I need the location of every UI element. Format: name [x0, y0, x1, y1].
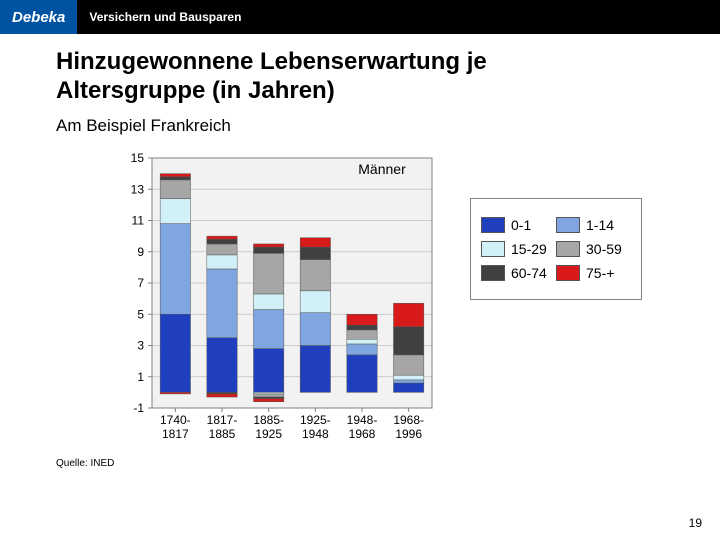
legend-label: 0-1 [511, 217, 556, 233]
legend-row: 0-1 1-14 [481, 217, 631, 233]
brand-tagline: Versichern und Bausparen [89, 10, 241, 24]
svg-text:9: 9 [137, 244, 144, 258]
svg-text:1948-: 1948- [347, 413, 378, 427]
svg-text:15: 15 [131, 151, 145, 165]
svg-text:-1: -1 [133, 401, 144, 415]
stacked-bar-chart: -1135791113151740-18171817-18851885-1925… [116, 148, 440, 448]
legend-label: 60-74 [511, 265, 556, 281]
svg-text:1885-: 1885- [253, 413, 284, 427]
svg-text:1996: 1996 [395, 427, 422, 441]
chart-area: -1135791113151740-18171817-18851885-1925… [116, 148, 664, 448]
svg-text:1968: 1968 [349, 427, 376, 441]
legend-swatch [481, 265, 505, 281]
header-bar: Debeka Versichern und Bausparen [0, 0, 720, 34]
legend-swatch [556, 265, 580, 281]
slide-subtitle: Am Beispiel Frankreich [56, 116, 664, 136]
svg-text:1740-: 1740- [160, 413, 191, 427]
svg-text:1: 1 [137, 369, 144, 383]
legend-label: 30-59 [586, 241, 631, 257]
svg-text:1925-: 1925- [300, 413, 331, 427]
svg-text:7: 7 [137, 276, 144, 290]
slide-content: Hinzugewonnene Lebenserwartung je Alters… [0, 34, 720, 469]
svg-text:1925: 1925 [255, 427, 282, 441]
slide-title: Hinzugewonnene Lebenserwartung je Alters… [56, 48, 664, 106]
brand-logo: Debeka [0, 0, 77, 34]
legend-label: 1-14 [586, 217, 631, 233]
title-line-2: Altersgruppe (in Jahren) [56, 77, 335, 104]
legend-swatch [481, 217, 505, 233]
svg-text:5: 5 [137, 307, 144, 321]
legend-row: 60-74 75-+ [481, 265, 631, 281]
svg-text:Männer: Männer [358, 161, 406, 177]
svg-text:1817-: 1817- [207, 413, 238, 427]
svg-text:1817: 1817 [162, 427, 189, 441]
legend-swatch [556, 217, 580, 233]
svg-text:1885: 1885 [209, 427, 236, 441]
chart-legend: 0-1 1-14 15-29 30-59 60-74 75-+ [470, 198, 642, 300]
page-number: 19 [689, 516, 702, 530]
legend-label: 75-+ [586, 265, 631, 281]
title-line-1: Hinzugewonnene Lebenserwartung je [56, 48, 487, 75]
legend-row: 15-29 30-59 [481, 241, 631, 257]
legend-label: 15-29 [511, 241, 556, 257]
legend-swatch [556, 241, 580, 257]
svg-text:11: 11 [132, 213, 145, 227]
svg-text:1948: 1948 [302, 427, 329, 441]
svg-text:1968-: 1968- [393, 413, 424, 427]
legend-swatch [481, 241, 505, 257]
source-text: Quelle: INED [56, 458, 664, 469]
svg-text:13: 13 [131, 182, 145, 196]
svg-text:3: 3 [137, 338, 144, 352]
